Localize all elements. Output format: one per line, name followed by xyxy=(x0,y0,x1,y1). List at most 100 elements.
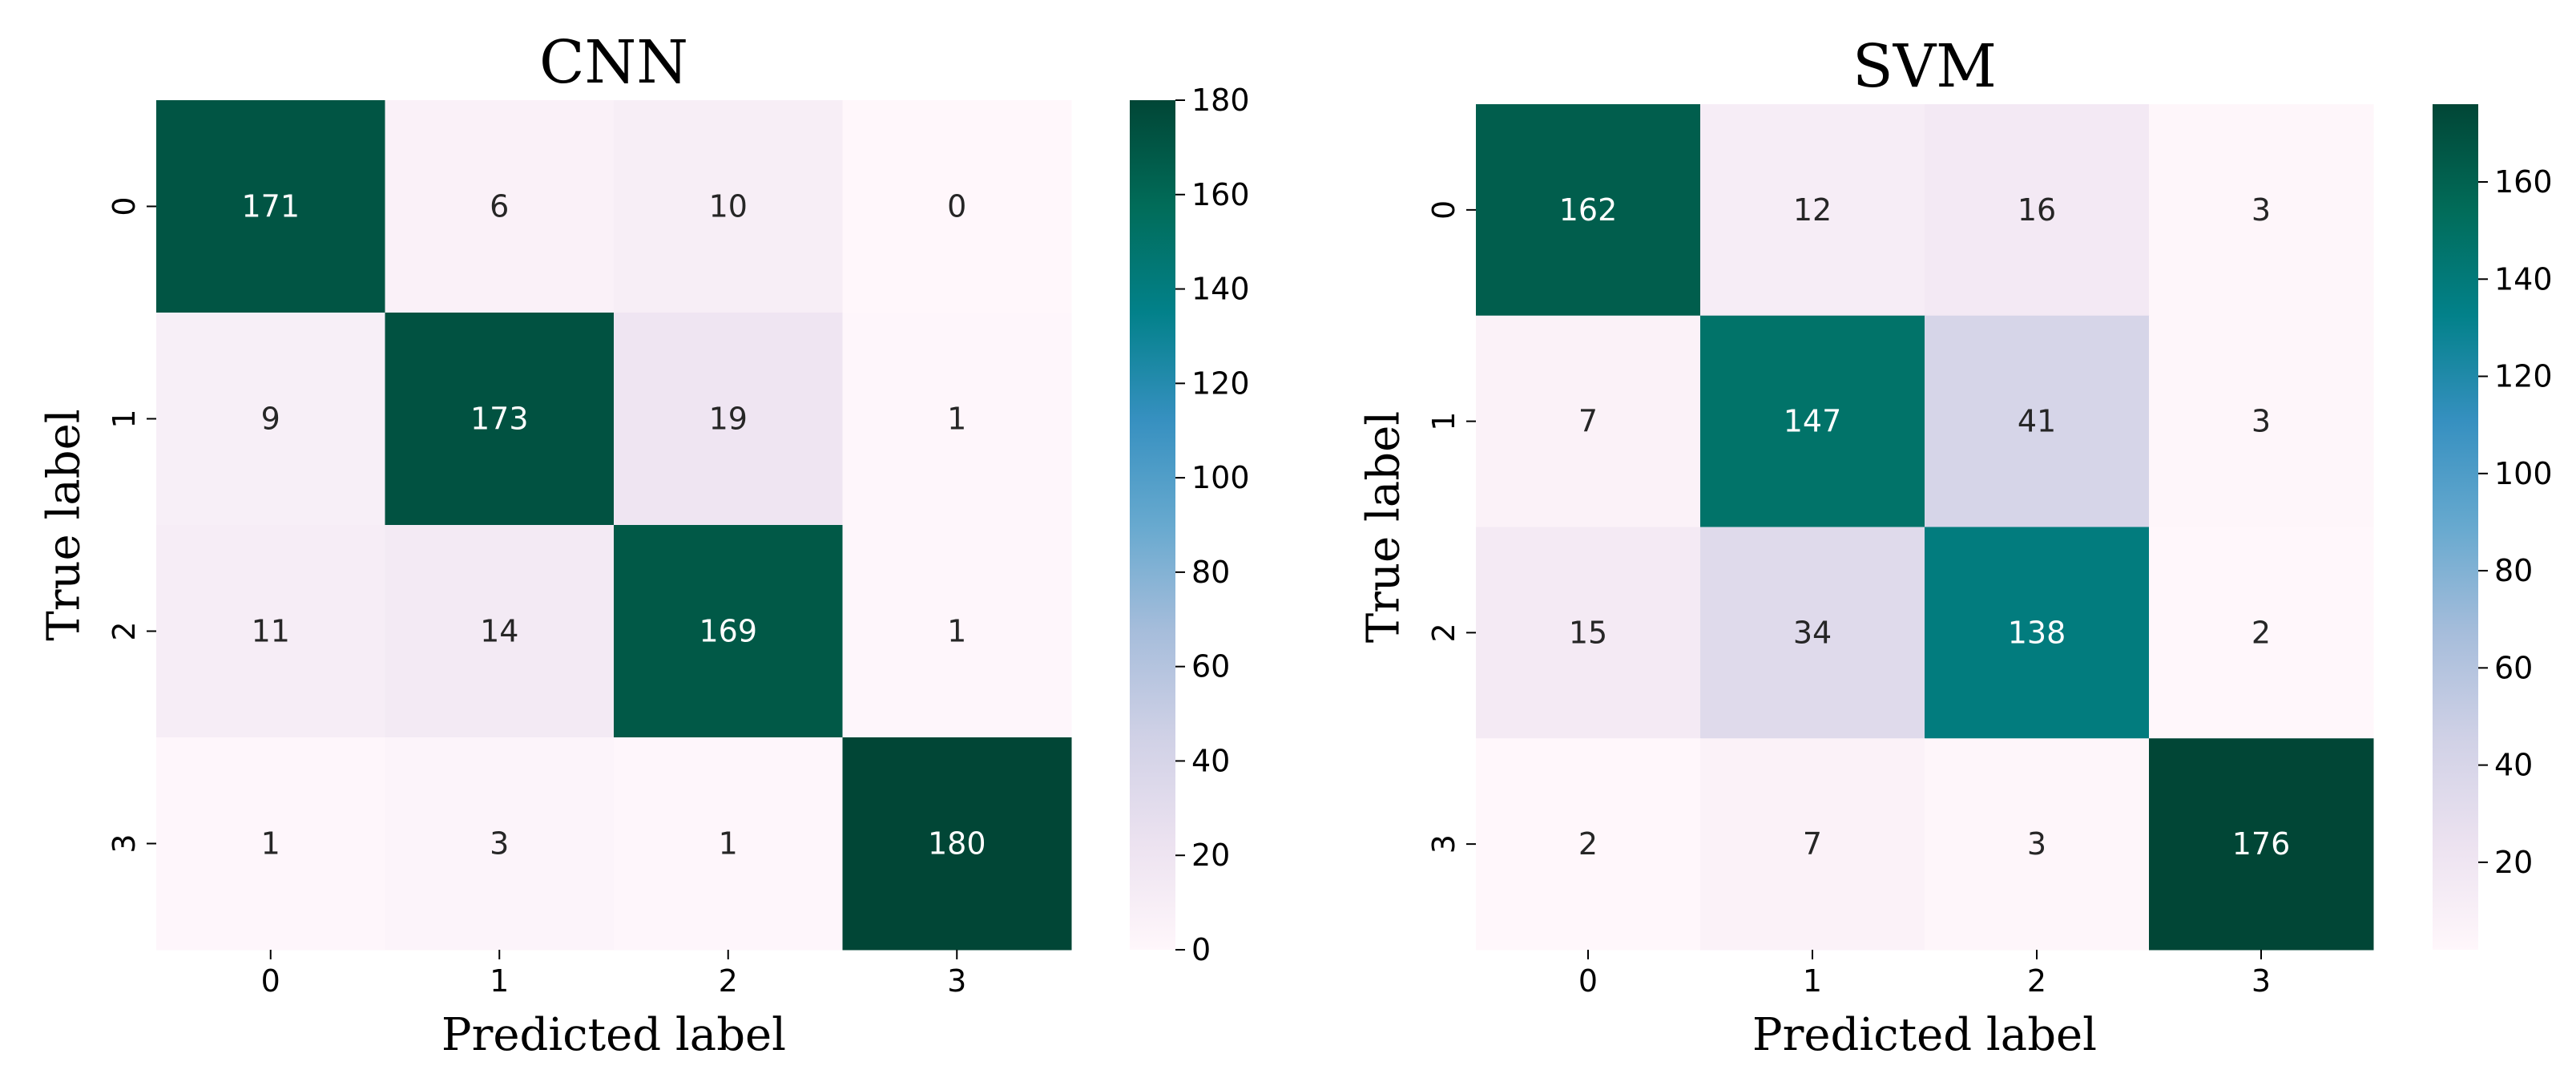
cnn-cell-0-3 xyxy=(842,100,1072,313)
svm-y-tick-label-0: 0 xyxy=(1426,200,1461,220)
svm-colorbar-tick-label-5: 120 xyxy=(2494,359,2553,394)
cnn-cell-label-0-3: 0 xyxy=(947,189,966,224)
svm-cell-label-1-2: 41 xyxy=(2018,404,2056,439)
cnn-cell-1-1 xyxy=(385,313,615,526)
svm-x-tick-label-1: 1 xyxy=(1803,963,1822,999)
svm-cell-label-3-3: 176 xyxy=(2232,826,2291,862)
cnn-colorbar-tick-label-1: 20 xyxy=(1191,838,1230,873)
cnn-cell-label-1-2: 19 xyxy=(709,402,748,437)
cnn-y-tick-label-0: 0 xyxy=(107,196,142,216)
svm-cell-label-1-3: 3 xyxy=(2251,404,2271,439)
svm-colorbar-tick-label-3: 80 xyxy=(2494,553,2533,588)
cnn-colorbar-tick-label-6: 120 xyxy=(1191,365,1250,401)
svm-colorbar-tick-label-7: 160 xyxy=(2494,164,2553,200)
cnn-cell-1-2 xyxy=(614,313,843,526)
cnn-colorbar-tick-label-0: 0 xyxy=(1191,932,1211,967)
cnn-cell-0-1 xyxy=(385,100,615,313)
svm-colorbar xyxy=(2433,104,2478,950)
cnn-colorbar-tick-label-2: 40 xyxy=(1191,743,1230,778)
svm-cell-label-2-1: 34 xyxy=(1793,615,1832,650)
cnn-cell-2-1 xyxy=(385,525,615,738)
cnn-cell-label-1-0: 9 xyxy=(261,402,280,437)
cnn-cell-2-3 xyxy=(842,525,1072,738)
cnn-colorbar-tick-label-3: 60 xyxy=(1191,649,1230,684)
cnn-title: CNN xyxy=(539,28,688,97)
svm-cell-3-0 xyxy=(1476,738,1701,951)
svm-x-tick-label-2: 2 xyxy=(2027,963,2046,999)
svm-cell-label-2-0: 15 xyxy=(1569,615,1607,650)
cnn-cell-3-3 xyxy=(842,737,1072,951)
svm-cell-0-2 xyxy=(1925,104,2150,317)
cnn-cell-label-0-0: 171 xyxy=(241,189,300,224)
cnn-ylabel: True label xyxy=(38,409,91,640)
svm-cell-0-1 xyxy=(1700,104,1925,317)
svm-cell-1-0 xyxy=(1476,315,1701,527)
svm-cell-label-0-3: 3 xyxy=(2251,192,2271,228)
svm-cell-3-3 xyxy=(2149,738,2374,951)
cnn-cell-label-2-1: 14 xyxy=(480,614,518,649)
svm-cell-label-2-3: 2 xyxy=(2251,615,2271,650)
cnn-cell-label-1-1: 173 xyxy=(470,402,529,437)
cnn-cell-3-1 xyxy=(385,737,615,951)
cnn-colorbar-tick-label-8: 160 xyxy=(1191,177,1250,212)
svm-cell-0-3 xyxy=(2149,104,2374,317)
cnn-cell-0-0 xyxy=(156,100,385,313)
svm-cell-1-2 xyxy=(1925,315,2150,527)
svm-cell-label-0-0: 162 xyxy=(1559,192,1618,228)
cnn-cell-1-0 xyxy=(156,313,385,526)
svm-cell-3-1 xyxy=(1700,738,1925,951)
cnn-colorbar xyxy=(1130,100,1175,950)
svm-cell-label-2-2: 138 xyxy=(2008,615,2066,650)
svm-cell-1-1 xyxy=(1700,315,1925,527)
svm-x-tick-label-0: 0 xyxy=(1578,963,1598,999)
cnn-cell-2-2 xyxy=(614,525,843,738)
cnn-cell-1-3 xyxy=(842,313,1072,526)
svm-cell-1-3 xyxy=(2149,315,2374,527)
svm-cell-label-1-0: 7 xyxy=(1578,404,1598,439)
svm-colorbar-tick-label-1: 40 xyxy=(2494,748,2533,783)
cnn-cell-label-1-3: 1 xyxy=(947,402,966,437)
svm-cell-label-0-2: 16 xyxy=(2018,192,2056,228)
cnn-cell-label-2-0: 11 xyxy=(252,614,290,649)
svm-xlabel: Predicted label xyxy=(1752,1009,2097,1061)
cnn-cell-3-2 xyxy=(614,737,843,951)
cnn-cell-label-3-3: 180 xyxy=(928,826,986,862)
cnn-x-tick-label-2: 2 xyxy=(719,963,738,999)
cnn-x-tick-label-1: 1 xyxy=(490,963,509,999)
cnn-cell-3-0 xyxy=(156,737,385,951)
svm-cell-label-3-1: 7 xyxy=(1803,826,1822,862)
cnn-cell-label-2-2: 169 xyxy=(699,614,757,649)
cnn-cell-0-2 xyxy=(614,100,843,313)
svm-x-tick-label-3: 3 xyxy=(2251,963,2271,999)
cnn-x-tick-label-3: 3 xyxy=(947,963,966,999)
svm-colorbar-tick-label-6: 140 xyxy=(2494,261,2553,297)
svm-cell-label-0-1: 12 xyxy=(1793,192,1832,228)
cnn-cell-label-2-3: 1 xyxy=(947,614,966,649)
cnn-colorbar-tick-label-7: 140 xyxy=(1191,272,1250,307)
svm-ylabel: True label xyxy=(1358,411,1410,643)
cnn-cell-2-0 xyxy=(156,525,385,738)
cnn-cell-label-0-2: 10 xyxy=(709,189,748,224)
svm-cell-0-0 xyxy=(1476,104,1701,317)
cnn-cell-label-0-1: 6 xyxy=(490,189,509,224)
svm-colorbar-tick-label-0: 20 xyxy=(2494,845,2533,880)
cnn-x-tick-label-0: 0 xyxy=(261,963,280,999)
svm-colorbar-tick-label-4: 100 xyxy=(2494,456,2553,491)
svm-cell-2-2 xyxy=(1925,527,2150,739)
svm-cell-2-3 xyxy=(2149,527,2374,739)
cnn-colorbar-tick-label-5: 100 xyxy=(1191,460,1250,495)
svm-cell-2-0 xyxy=(1476,527,1701,739)
svm-y-tick-label-2: 2 xyxy=(1426,623,1461,642)
cnn-cell-label-3-0: 1 xyxy=(261,826,280,862)
svm-cell-label-3-2: 3 xyxy=(2027,826,2046,862)
svm-cell-label-3-0: 2 xyxy=(1578,826,1598,862)
svm-colorbar-tick-label-2: 60 xyxy=(2494,650,2533,685)
cnn-xlabel: Predicted label xyxy=(441,1009,786,1061)
svm-y-tick-label-3: 3 xyxy=(1426,834,1461,854)
cnn-y-tick-label-2: 2 xyxy=(107,621,142,640)
svm-cell-3-2 xyxy=(1925,738,2150,951)
cnn-colorbar-tick-label-4: 80 xyxy=(1191,555,1230,590)
svm-cell-2-1 xyxy=(1700,527,1925,739)
